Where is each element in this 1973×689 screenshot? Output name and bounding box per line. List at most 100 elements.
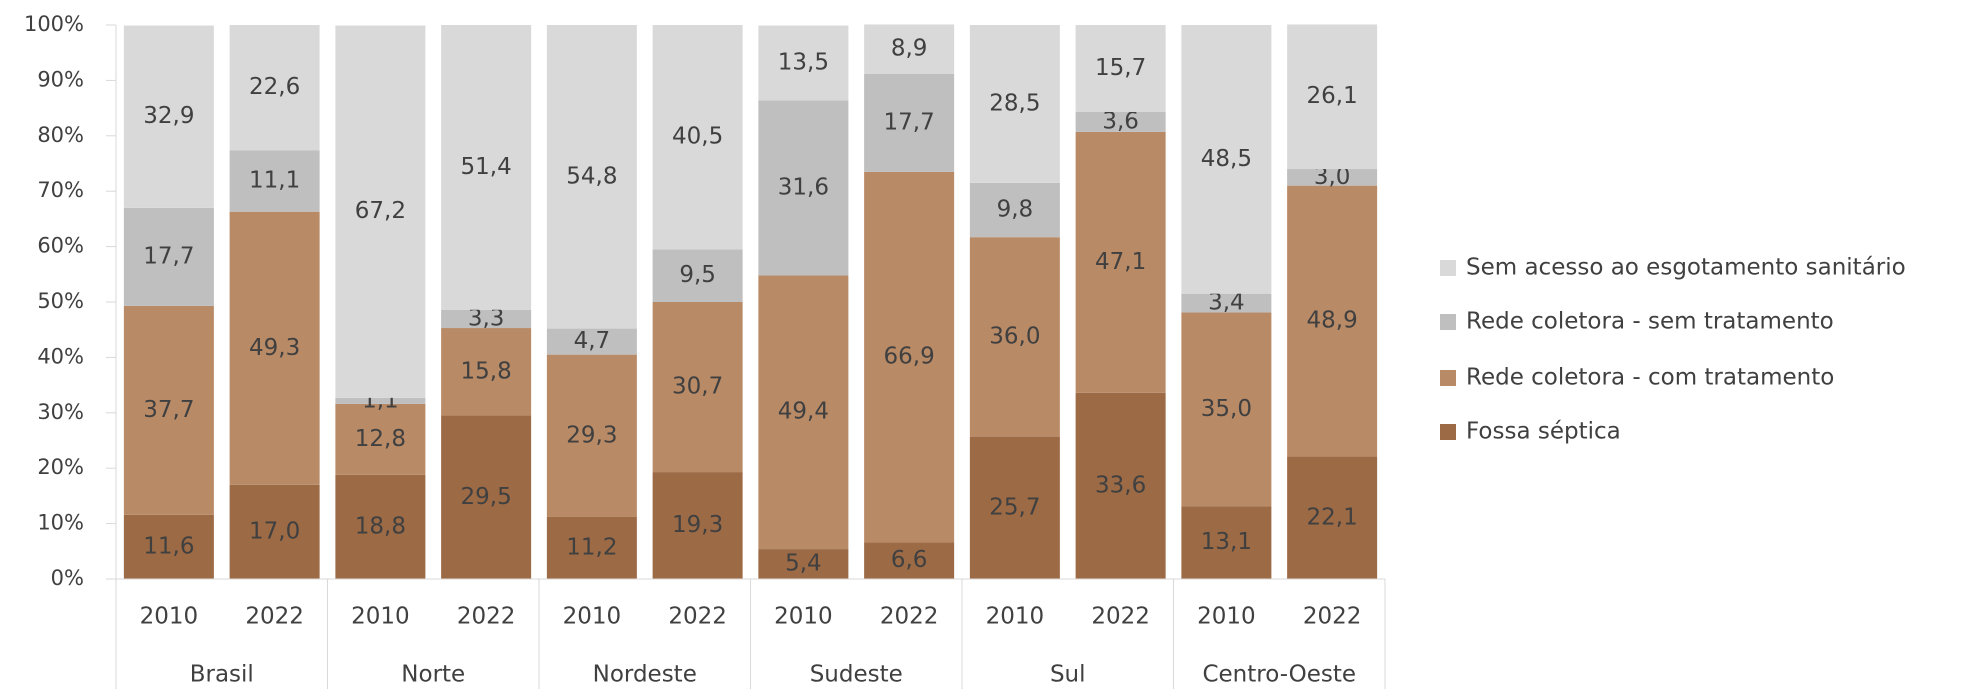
data-label: 11,1 [249,167,300,193]
data-label: 36,0 [989,323,1040,349]
bar-segment [1181,293,1272,313]
bar-segment [335,403,426,475]
bar-segment [1181,312,1272,507]
bar-segment [864,24,955,74]
x-tick-label: 2022 [1303,604,1362,630]
data-label: 49,3 [249,335,300,361]
bar-segment [229,150,320,212]
y-tick-label: 20% [37,455,84,479]
x-tick-label: 2010 [986,604,1045,630]
data-label: 49,4 [778,399,829,425]
bar-segment [335,474,426,579]
bar-segment [441,309,532,329]
bar-segment [1181,506,1272,579]
bar-segment [441,25,532,310]
bar-segment [969,182,1060,238]
legend-label: Rede coletora - com tratamento [1466,365,1834,391]
data-label: 31,6 [778,174,829,200]
bar-segment [969,25,1060,183]
bar-segment [229,25,320,151]
y-tick-label: 10% [37,511,84,535]
y-tick-label: 50% [37,289,84,313]
x-tick-label: 2010 [351,604,410,630]
bar-segment [1287,169,1378,186]
y-tick-label: 30% [37,400,84,424]
data-label: 30,7 [672,374,723,400]
data-label: 35,0 [1201,396,1252,422]
x-tick-label: 2010 [140,604,199,630]
data-label: 15,8 [461,358,512,384]
bar-segment [864,542,955,579]
data-label: 3,6 [1102,108,1139,134]
bar-segment [758,100,849,276]
data-label: 66,9 [884,344,935,370]
data-label: 9,5 [679,262,716,288]
data-label: 15,7 [1095,55,1146,81]
data-label: 47,1 [1095,249,1146,275]
x-tick-label: 2022 [1091,604,1150,630]
bar-segment [546,516,637,579]
data-label: 48,9 [1307,308,1358,334]
bar-segment [123,207,214,306]
data-label: 12,8 [355,426,406,452]
data-label: 67,2 [355,198,406,224]
data-label: 6,6 [891,547,928,573]
bar-segment [546,25,637,329]
data-label: 9,8 [997,197,1034,223]
bar-segment [335,25,426,398]
data-label: 19,3 [672,512,723,538]
data-label: 22,6 [249,74,300,100]
y-tick-label: 40% [37,344,84,368]
bar-segment [1075,25,1166,112]
data-label: 11,6 [143,533,194,559]
bar-segment [969,436,1060,579]
bar-segment [1181,25,1272,294]
group-label: Centro-Oeste [1202,662,1356,688]
data-label: 51,4 [461,154,512,180]
bar-segment [229,211,320,485]
y-tick-label: 0% [51,566,84,590]
legend-swatch [1440,370,1456,386]
bar-segment [1075,131,1166,393]
x-tick-label: 2022 [457,604,516,630]
data-label: 17,7 [884,109,935,135]
group-label: Nordeste [593,662,697,688]
data-label: 22,1 [1307,504,1358,530]
data-label: 5,4 [785,551,822,577]
data-label: 29,5 [461,484,512,510]
bar-segment [864,171,955,543]
y-tick-label: 100% [24,12,84,36]
bar-segment [1075,392,1166,579]
bar-segment [335,397,426,404]
data-label: 32,9 [143,103,194,129]
legend-swatch [1440,260,1456,276]
legend-swatch [1440,314,1456,330]
data-label: 37,7 [143,397,194,423]
x-tick-label: 2022 [245,604,304,630]
bar-segment [758,275,849,550]
bar-segment [123,25,214,208]
group-label: Sudeste [810,662,903,688]
legend-label: Fossa séptica [1466,419,1621,445]
data-label: 18,8 [355,513,406,539]
group-label: Sul [1050,662,1086,688]
data-label: 17,0 [249,518,300,544]
x-tick-label: 2010 [774,604,833,630]
bar-segment [652,249,743,302]
data-label: 3,4 [1208,290,1245,316]
bar-segment [864,73,955,172]
bar-segment [546,354,637,517]
bar-segment [1287,456,1378,579]
x-tick-label: 2010 [563,604,622,630]
bar-segment [969,237,1060,437]
data-label: 8,9 [891,36,928,62]
data-label: 54,8 [566,163,617,189]
data-label: 17,7 [143,243,194,269]
data-label: 26,1 [1307,83,1358,109]
y-tick-label: 80% [37,123,84,147]
x-tick-label: 2022 [880,604,939,630]
data-label: 4,7 [574,328,611,354]
x-tick-label: 2022 [668,604,727,630]
data-label: 13,5 [778,49,829,75]
